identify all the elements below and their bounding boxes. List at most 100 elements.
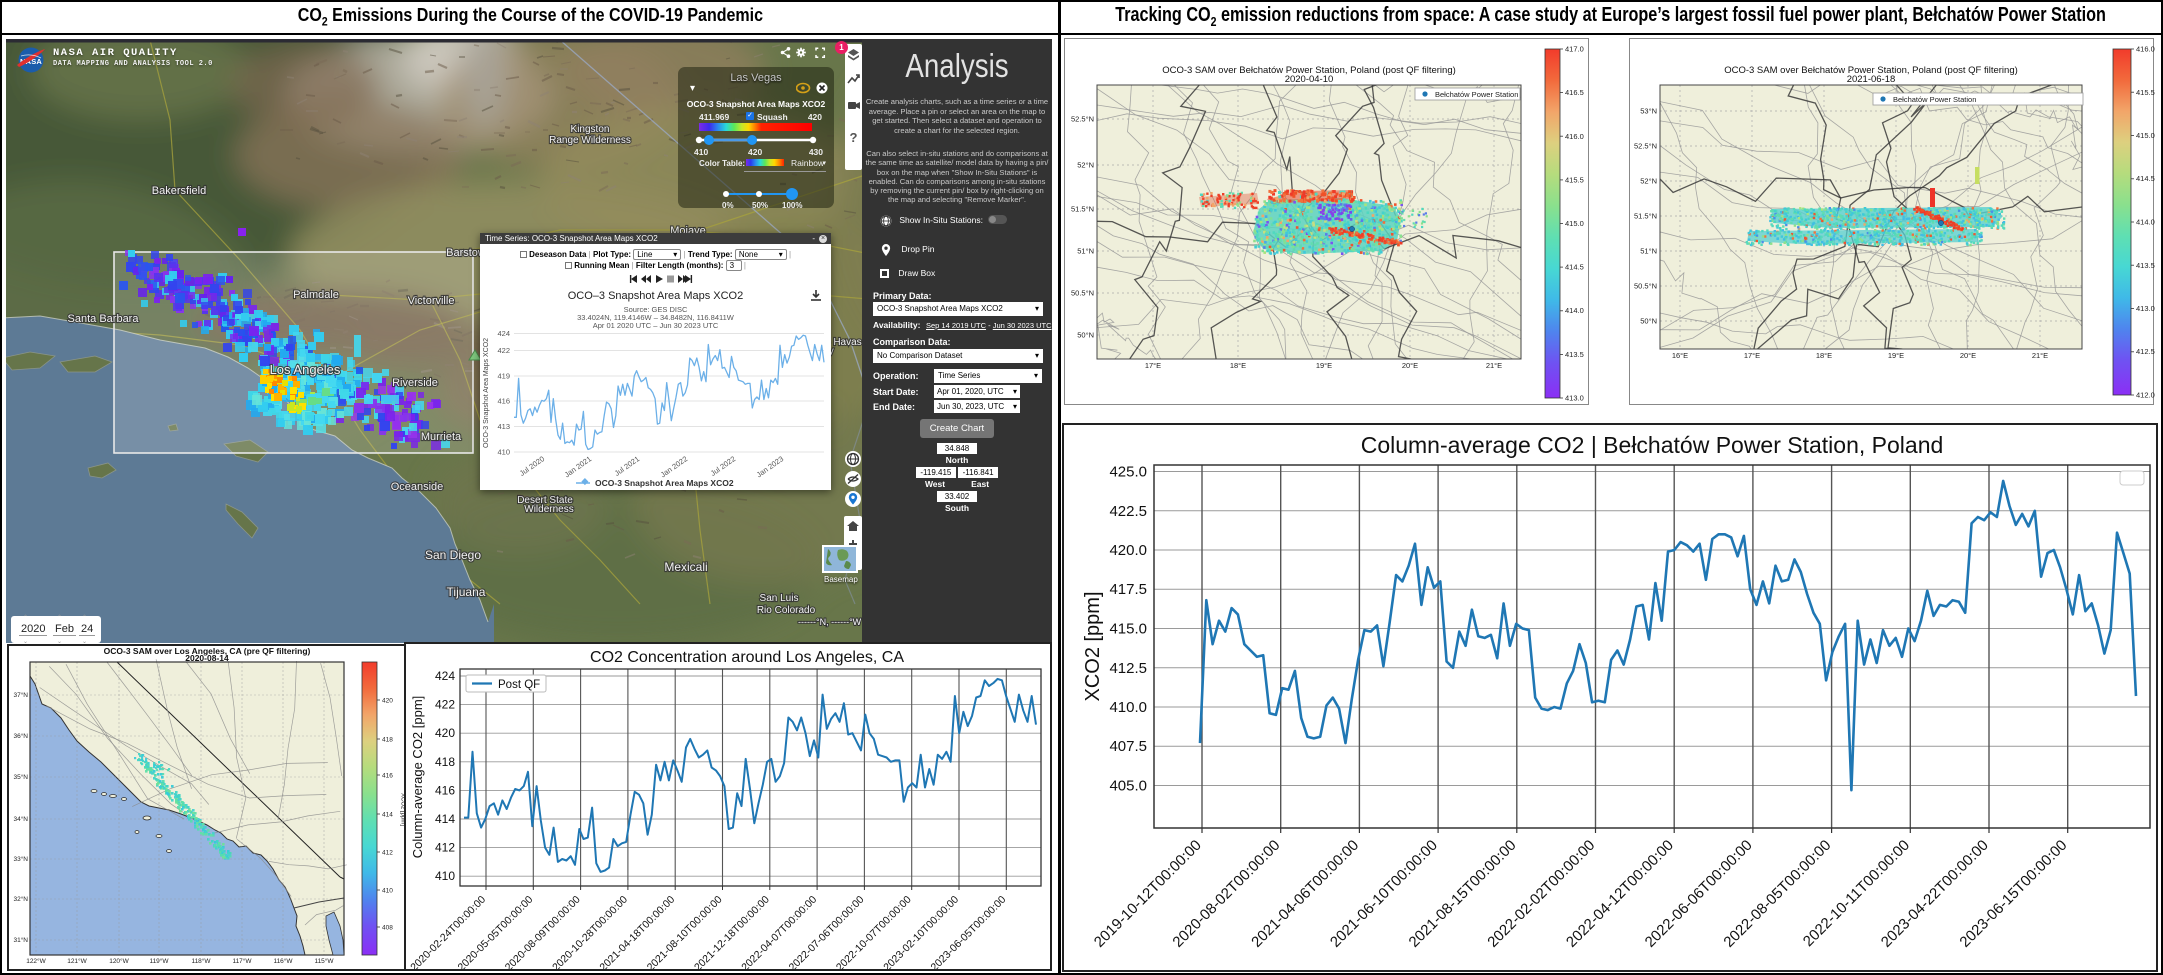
svg-text:------°N, ------°W: ------°N, ------°W [798,617,862,627]
svg-text:OCO-3 Snapshot Area Maps XCO2: OCO-3 Snapshot Area Maps XCO2 [483,338,490,448]
svg-text:117°W: 117°W [232,957,252,965]
svg-text:18°E: 18°E [1230,361,1246,370]
svg-text:52°N: 52°N [1077,161,1094,170]
svg-text:416.5: 416.5 [1565,88,1584,97]
svg-text:Murrieta: Murrieta [421,431,462,443]
svg-text:CO2 Concentration around Los A: CO2 Concentration around Los Angeles, CA [590,649,904,666]
svg-text:19°E: 19°E [1888,351,1904,360]
svg-text:407.5: 407.5 [1109,738,1147,755]
svg-text:414: 414 [435,812,455,826]
svg-text:122°W: 122°W [26,957,46,965]
svg-text:410: 410 [497,448,510,457]
svg-text:Kingston: Kingston [571,124,610,135]
svg-text:415.0: 415.0 [1109,621,1147,638]
svg-text:412: 412 [435,841,455,855]
svg-text:Palmdale: Palmdale [293,289,339,301]
svg-text:Bełchatów Power Station: Bełchatów Power Station [1893,95,1976,104]
svg-text:415.5: 415.5 [1565,175,1584,184]
svg-text:413: 413 [497,422,510,431]
svg-text:422.5: 422.5 [1109,503,1147,520]
svg-text:Bełchatów Power Station: Bełchatów Power Station [1435,90,1518,99]
svg-text:416: 416 [435,783,455,797]
svg-text:Range Wilderness: Range Wilderness [549,135,631,146]
svg-text:?: ? [850,130,858,145]
svg-text:414.5: 414.5 [1565,263,1584,272]
svg-text:412: 412 [382,850,393,857]
svg-text:50°N: 50°N [1077,331,1094,340]
svg-text:121°W: 121°W [67,957,87,965]
svg-text:Column-average CO2 | Bełchatów: Column-average CO2 | Bełchatów Power Sta… [1361,432,1944,458]
svg-text:412.0: 412.0 [2136,391,2155,400]
svg-text:Mexicali: Mexicali [664,560,707,574]
svg-text:414: 414 [382,812,393,819]
svg-text:413.0: 413.0 [2136,304,2155,313]
svg-text:414.0: 414.0 [2136,218,2155,227]
svg-text:Desert State: Desert State [517,495,573,506]
svg-text:51.5°N: 51.5°N [1634,212,1657,221]
svg-text:34°N: 34°N [13,815,28,823]
svg-text:37°N: 37°N [13,691,28,699]
svg-text:Jul 2021: Jul 2021 [613,454,641,478]
svg-text:51°N: 51°N [1640,247,1657,256]
svg-text:415.5: 415.5 [2136,88,2155,97]
svg-text:418: 418 [382,737,393,744]
svg-text:San Luis: San Luis [760,593,799,604]
svg-text:51.5°N: 51.5°N [1071,205,1094,214]
svg-text:OCO-3 SAM over Bełchatów Power: OCO-3 SAM over Bełchatów Power Station, … [1724,65,2018,76]
svg-text:410.0: 410.0 [1109,699,1147,716]
svg-text:120°W: 120°W [109,957,129,965]
svg-text:Rio Colorado: Rio Colorado [757,605,816,616]
svg-text:119°W: 119°W [149,957,169,965]
svg-text:31°N: 31°N [13,936,28,944]
svg-text:20°E: 20°E [1960,351,1976,360]
svg-text:420.0: 420.0 [1109,542,1147,559]
svg-text:Jul 2020: Jul 2020 [518,454,546,478]
svg-text:Barstow: Barstow [446,247,486,259]
svg-text:51°N: 51°N [1077,247,1094,256]
svg-text:San Diego: San Diego [425,548,481,562]
svg-text:16°E: 16°E [1672,351,1688,360]
svg-text:35°N: 35°N [13,773,28,781]
svg-text:414.5: 414.5 [2136,174,2155,183]
svg-text:412.5: 412.5 [1109,660,1147,677]
svg-text:36°N: 36°N [13,732,28,740]
svg-text:Riverside: Riverside [392,377,438,389]
svg-text:Santa Barbara: Santa Barbara [68,313,140,325]
svg-text:414.0: 414.0 [1565,306,1584,315]
svg-text:116°W: 116°W [273,957,293,965]
svg-text:52.5°N: 52.5°N [1634,142,1657,151]
svg-text:419: 419 [497,372,510,381]
svg-text:18°E: 18°E [1816,351,1832,360]
svg-text:Wilderness: Wilderness [524,504,573,515]
svg-text:424: 424 [435,669,455,683]
svg-text:417.0: 417.0 [1565,45,1584,54]
svg-text:21°E: 21°E [1486,361,1502,370]
svg-text:XCO2 [ppm]: XCO2 [ppm] [400,793,406,826]
svg-text:17°E: 17°E [1744,351,1760,360]
svg-text:OCO-3 Snapshot Area Maps XCO2: OCO-3 Snapshot Area Maps XCO2 [595,478,734,488]
svg-text:32°N: 32°N [13,895,28,903]
svg-text:Column-average CO2 [ppm]: Column-average CO2 [ppm] [410,696,425,859]
svg-text:50°N: 50°N [1640,317,1657,326]
svg-text:412.5: 412.5 [2136,347,2155,356]
svg-text:422: 422 [497,346,510,355]
svg-text:50.5°N: 50.5°N [1634,282,1657,291]
svg-text:21°E: 21°E [2032,351,2048,360]
svg-text:420: 420 [435,726,455,740]
svg-text:Los Angeles: Los Angeles [270,362,341,377]
svg-text:115°W: 115°W [314,957,334,965]
svg-text:Tijuana: Tijuana [447,585,486,599]
svg-text:415.0: 415.0 [2136,131,2155,140]
svg-text:Jan 2022: Jan 2022 [659,454,689,479]
svg-text:416.0: 416.0 [1565,132,1584,141]
svg-text:2020-04-10: 2020-04-10 [1285,74,1334,85]
svg-text:413.5: 413.5 [2136,261,2155,270]
svg-text:52°N: 52°N [1640,177,1657,186]
svg-text:418: 418 [435,755,455,769]
svg-text:413.0: 413.0 [1565,394,1584,403]
svg-text:420: 420 [382,698,393,705]
svg-text:52.5°N: 52.5°N [1071,115,1094,124]
svg-text:425.0: 425.0 [1109,464,1147,481]
svg-text:17°E: 17°E [1145,361,1161,370]
svg-text:53°N: 53°N [1640,107,1657,116]
